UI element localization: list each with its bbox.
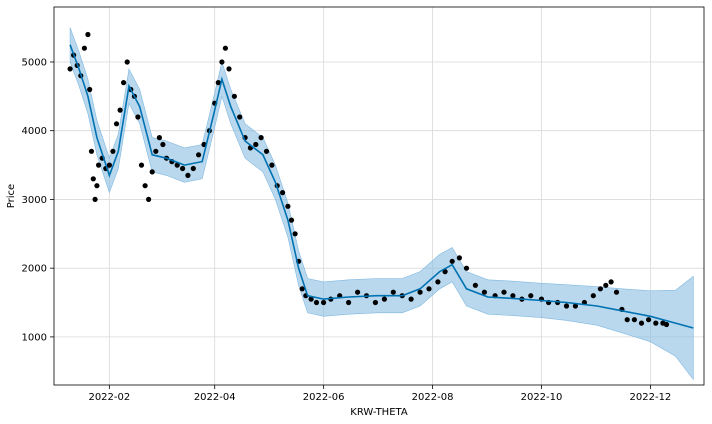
observed-point bbox=[624, 317, 630, 323]
observed-point bbox=[253, 141, 259, 148]
observed-point bbox=[355, 289, 361, 295]
observed-point bbox=[258, 135, 264, 141]
observed-point bbox=[67, 66, 73, 72]
observed-point bbox=[346, 299, 352, 306]
observed-point bbox=[135, 114, 141, 120]
observed-point bbox=[442, 269, 448, 275]
observed-point bbox=[463, 265, 470, 271]
observed-point bbox=[153, 148, 159, 154]
x-tick-label: 2022-12 bbox=[630, 392, 672, 403]
x-axis-label: KRW-THETA bbox=[350, 407, 408, 418]
y-tick-label: 2000 bbox=[22, 264, 47, 275]
observed-point bbox=[285, 203, 291, 209]
observed-point bbox=[288, 217, 295, 223]
observed-point bbox=[117, 107, 123, 113]
observed-point bbox=[501, 289, 507, 295]
observed-point bbox=[563, 303, 570, 309]
observed-point bbox=[417, 289, 423, 295]
x-tick-label: 2022-02 bbox=[88, 392, 130, 403]
observed-point bbox=[196, 152, 202, 158]
observed-point bbox=[653, 320, 659, 326]
observed-point bbox=[638, 320, 645, 326]
observed-point bbox=[138, 162, 145, 168]
y-axis-label: Price bbox=[6, 184, 17, 208]
observed-point bbox=[408, 296, 414, 302]
observed-point bbox=[87, 86, 93, 93]
observed-point bbox=[180, 165, 186, 172]
observed-point bbox=[96, 162, 102, 168]
observed-point bbox=[226, 66, 232, 72]
observed-point bbox=[510, 293, 516, 299]
observed-point bbox=[280, 190, 286, 196]
observed-point bbox=[94, 183, 100, 189]
observed-point bbox=[110, 148, 116, 154]
observed-point bbox=[237, 114, 243, 120]
plot-frame bbox=[53, 6, 705, 386]
observed-point bbox=[390, 289, 396, 295]
observed-point bbox=[313, 299, 320, 306]
observed-point bbox=[219, 59, 225, 65]
observed-point bbox=[92, 196, 98, 202]
observed-point bbox=[121, 80, 127, 86]
y-tick-label: 4000 bbox=[22, 126, 47, 137]
observed-point bbox=[81, 45, 87, 51]
observed-point bbox=[481, 289, 487, 295]
observed-point bbox=[646, 317, 652, 323]
observed-point bbox=[106, 162, 112, 168]
observed-point bbox=[142, 183, 148, 189]
observed-point bbox=[190, 165, 196, 172]
observed-point bbox=[90, 176, 96, 182]
observed-point bbox=[613, 289, 620, 295]
observed-point bbox=[308, 296, 314, 302]
observed-point bbox=[222, 45, 228, 51]
observed-point bbox=[231, 93, 237, 99]
observed-point bbox=[435, 279, 441, 285]
observed-point bbox=[215, 80, 221, 86]
x-axis-ticks: 2022-02 2022-04 2022-06 2022-08 2022-10 2022-… bbox=[88, 385, 671, 403]
y-tick-label: 3000 bbox=[22, 195, 47, 206]
observed-point bbox=[472, 282, 478, 288]
x-tick-label: 2022-08 bbox=[412, 392, 454, 403]
observed-point bbox=[269, 162, 275, 168]
observed-point bbox=[572, 303, 579, 309]
observed-point bbox=[124, 59, 130, 65]
observed-point bbox=[156, 135, 162, 141]
forecast-series bbox=[69, 44, 694, 329]
x-tick-label: 2022-06 bbox=[303, 392, 345, 403]
observed-point bbox=[603, 282, 609, 288]
observed-point bbox=[292, 231, 298, 237]
observed-point bbox=[113, 121, 120, 127]
observed-point bbox=[321, 299, 327, 306]
observed-point bbox=[663, 321, 670, 328]
y-axis-ticks: 1000 2000 3000 4000 5000 bbox=[22, 57, 54, 343]
observed-point bbox=[426, 286, 432, 292]
observed-point bbox=[185, 172, 191, 178]
observed-point bbox=[174, 162, 180, 168]
observed-point bbox=[149, 169, 155, 175]
observed-point bbox=[160, 141, 166, 148]
observed-point bbox=[299, 286, 305, 292]
band-area bbox=[69, 27, 694, 381]
observed-point bbox=[631, 317, 638, 323]
x-tick-label: 2022-04 bbox=[194, 392, 236, 403]
observed-point bbox=[381, 296, 387, 302]
observed-point bbox=[608, 279, 614, 285]
observed-point bbox=[449, 258, 455, 264]
observed-point bbox=[372, 299, 378, 306]
forecast-line bbox=[69, 44, 694, 329]
uncertainty-band bbox=[69, 27, 694, 381]
observed-point bbox=[88, 148, 95, 154]
observed-point bbox=[528, 293, 534, 299]
observed-point bbox=[146, 196, 152, 202]
y-tick-label: 5000 bbox=[22, 57, 47, 68]
observed-point bbox=[263, 148, 270, 154]
observed-point bbox=[85, 31, 91, 38]
y-tick-label: 1000 bbox=[22, 332, 47, 343]
observed-point bbox=[456, 255, 462, 261]
x-tick-label: 2022-10 bbox=[521, 392, 563, 403]
grid-lines bbox=[54, 7, 704, 385]
observed-point bbox=[597, 286, 604, 292]
observed-point bbox=[590, 293, 596, 299]
